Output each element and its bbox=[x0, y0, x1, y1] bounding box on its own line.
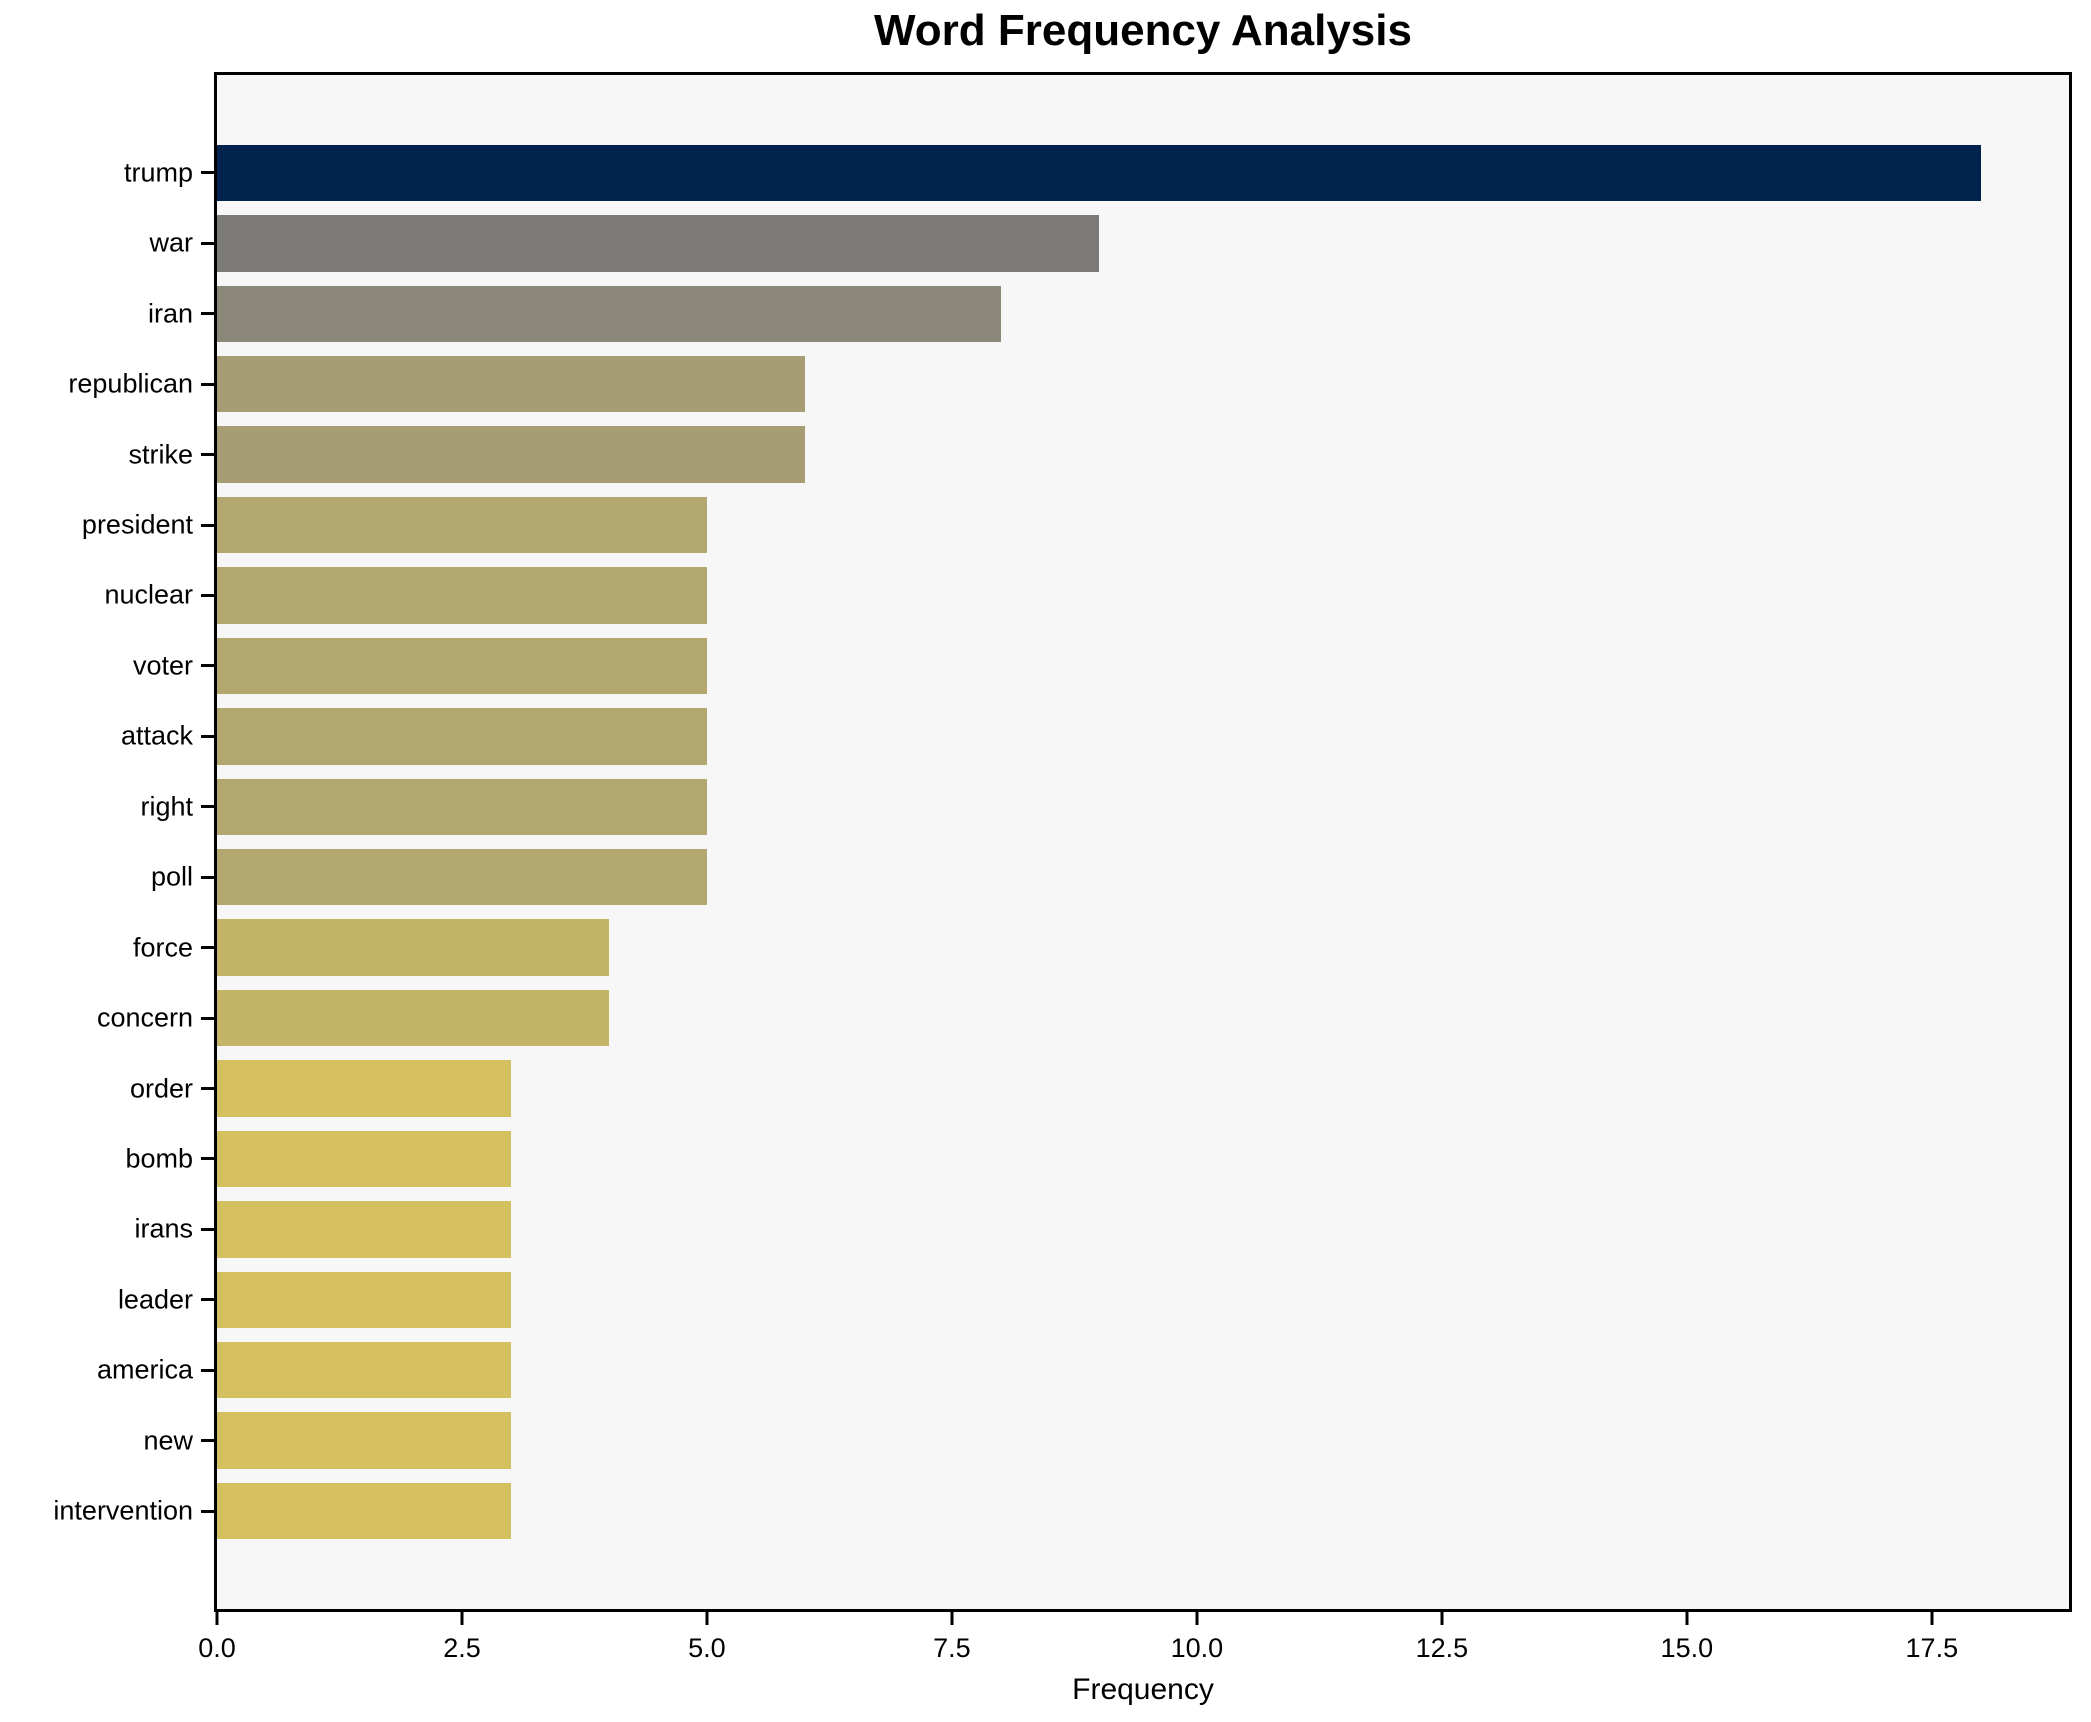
x-tick-mark bbox=[1440, 1612, 1444, 1625]
x-tick-mark bbox=[1685, 1612, 1689, 1625]
plot-area: trump war iran republican strike president nuc… bbox=[53, 72, 2072, 1706]
y-tick-label: iran bbox=[147, 298, 193, 329]
x-tick-label: 15.0 bbox=[1660, 1633, 1714, 1663]
bar-voter bbox=[217, 637, 707, 695]
bar-trump bbox=[217, 144, 1981, 202]
bar-strike bbox=[217, 426, 805, 483]
x-tick-label: 2.5 bbox=[443, 1633, 481, 1663]
y-tick-label: trump bbox=[123, 157, 193, 188]
y-tick-label: irans bbox=[134, 1213, 193, 1244]
y-tick-label: order bbox=[129, 1073, 193, 1103]
y-tick-mark bbox=[201, 1509, 214, 1513]
y-tick-mark bbox=[201, 805, 214, 809]
y-tick-label: war bbox=[149, 227, 193, 258]
chart-title: Word Frequency Analysis bbox=[874, 6, 1412, 55]
bar-war bbox=[217, 215, 1099, 272]
y-tick-label: right bbox=[140, 791, 193, 822]
y-tick-mark bbox=[201, 1298, 214, 1302]
y-tick-mark bbox=[201, 1439, 214, 1443]
y-tick-mark bbox=[201, 664, 214, 668]
y-tick-mark bbox=[201, 523, 214, 527]
bar-irans bbox=[217, 1201, 511, 1258]
y-tick-mark bbox=[201, 241, 214, 245]
y-tick-label: voter bbox=[132, 650, 193, 681]
y-tick-label: intervention bbox=[53, 1495, 193, 1526]
y-tick-label: republican bbox=[68, 368, 193, 399]
x-tick-label: 17.5 bbox=[1905, 1633, 1959, 1663]
bar-poll bbox=[217, 849, 707, 906]
y-tick-mark bbox=[201, 171, 214, 175]
x-tick-label: 10.0 bbox=[1170, 1633, 1224, 1663]
bar-bomb bbox=[217, 1130, 511, 1188]
x-tick-mark bbox=[1930, 1612, 1934, 1625]
x-tick-mark bbox=[1195, 1612, 1199, 1625]
y-tick-mark bbox=[201, 593, 214, 597]
bar-nuclear bbox=[217, 567, 707, 624]
x-tick-label: 7.5 bbox=[933, 1633, 971, 1663]
y-tick-mark bbox=[201, 382, 214, 386]
y-tick-label: bomb bbox=[125, 1143, 193, 1174]
y-tick-mark bbox=[201, 453, 214, 457]
y-tick-mark bbox=[201, 1157, 214, 1161]
bar-intervention bbox=[217, 1482, 511, 1540]
y-tick-mark bbox=[201, 1227, 214, 1231]
bar-iran bbox=[217, 285, 1001, 342]
y-tick-label: america bbox=[96, 1354, 193, 1385]
y-tick-mark bbox=[201, 1368, 214, 1372]
y-tick-mark bbox=[201, 946, 214, 950]
y-tick-label: attack bbox=[120, 720, 193, 751]
bar-order bbox=[217, 1060, 511, 1117]
y-tick-label: leader bbox=[117, 1284, 193, 1315]
y-tick-label: poll bbox=[150, 861, 193, 892]
bar-force bbox=[217, 919, 609, 976]
y-tick-mark bbox=[201, 1087, 214, 1090]
bar-new bbox=[217, 1412, 511, 1469]
y-tick-mark bbox=[201, 734, 214, 738]
x-tick-mark bbox=[705, 1612, 709, 1625]
x-tick-label: 12.5 bbox=[1415, 1633, 1469, 1663]
y-tick-label: concern bbox=[96, 1002, 193, 1033]
x-tick-mark bbox=[460, 1612, 464, 1625]
bar-concern bbox=[217, 989, 609, 1047]
y-tick-label: new bbox=[143, 1425, 193, 1456]
y-tick-label: force bbox=[132, 932, 193, 963]
y-tick-label: president bbox=[81, 509, 193, 540]
bar-attack bbox=[217, 708, 707, 765]
x-tick-label: 0.0 bbox=[198, 1633, 236, 1663]
bar-right bbox=[217, 778, 707, 835]
x-tick-label: 5.0 bbox=[688, 1633, 726, 1663]
y-tick-mark bbox=[201, 312, 214, 316]
bar-leader bbox=[217, 1271, 511, 1328]
x-tick-mark bbox=[950, 1612, 954, 1625]
y-tick-mark bbox=[201, 1016, 214, 1020]
x-axis-label: Frequency bbox=[1072, 1673, 1214, 1706]
bar-president bbox=[217, 496, 707, 554]
y-tick-mark bbox=[201, 875, 214, 879]
bar-republican bbox=[217, 356, 805, 413]
y-tick-label: strike bbox=[128, 439, 193, 470]
y-tick-label: nuclear bbox=[104, 579, 193, 610]
x-tick-mark bbox=[215, 1612, 219, 1625]
bar-america bbox=[217, 1342, 511, 1399]
